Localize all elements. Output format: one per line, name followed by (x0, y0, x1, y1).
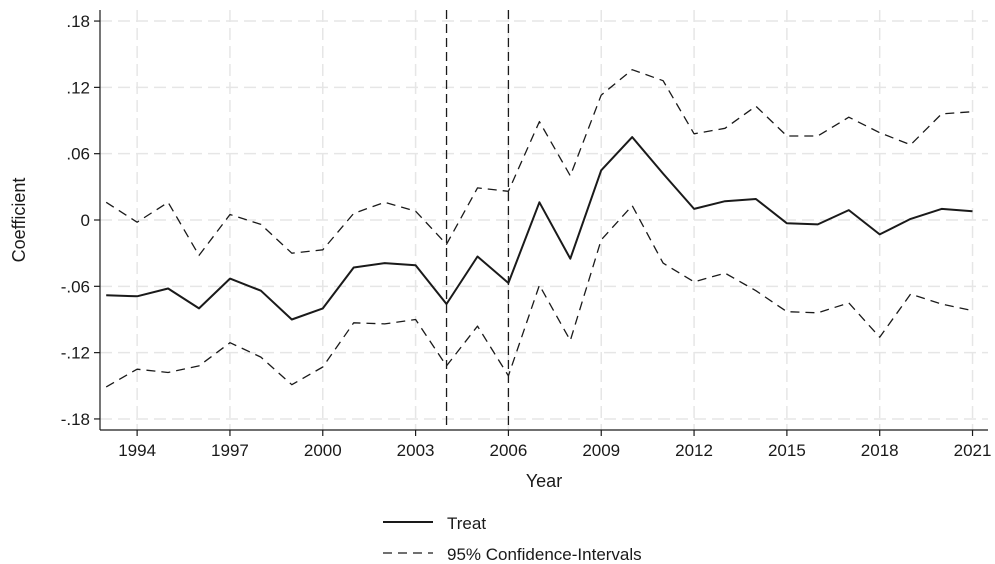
y-axis-ticks: .18 .12 .06 0 -.06 -.12 -.18 (61, 12, 100, 429)
legend-label-treat: Treat (447, 514, 486, 533)
x-tick-label: 2012 (675, 441, 713, 460)
x-tick-label: 2000 (304, 441, 342, 460)
x-tick-label: 2003 (397, 441, 435, 460)
y-tick-label: 0 (81, 211, 90, 230)
x-tick-label: 2021 (954, 441, 992, 460)
y-tick-label: .12 (66, 78, 90, 97)
x-tick-label: 2015 (768, 441, 806, 460)
y-tick-label: .18 (66, 12, 90, 31)
x-tick-label: 1997 (211, 441, 249, 460)
y-tick-label: .06 (66, 145, 90, 164)
x-axis-title: Year (526, 471, 562, 491)
x-tick-label: 1994 (118, 441, 156, 460)
y-axis-title: Coefficient (9, 178, 29, 263)
x-tick-label: 2006 (490, 441, 528, 460)
legend: Treat 95% Confidence-Intervals (383, 514, 642, 564)
y-tick-label: -.06 (61, 277, 90, 296)
series-line-ci-upper (105, 69, 973, 257)
x-tick-label: 2018 (861, 441, 899, 460)
x-axis-ticks: 1994 1997 2000 2003 2006 2009 2012 2015 2018 2021 (118, 430, 991, 460)
y-tick-label: -.12 (61, 344, 90, 363)
series-line-treat (106, 136, 973, 321)
series-group (105, 69, 973, 388)
y-tick-label: -.18 (61, 410, 90, 429)
x-tick-label: 2009 (582, 441, 620, 460)
series-line-ci-lower (105, 204, 973, 388)
legend-label-confidence-intervals: 95% Confidence-Intervals (447, 545, 642, 564)
reference-lines (445, 10, 510, 430)
